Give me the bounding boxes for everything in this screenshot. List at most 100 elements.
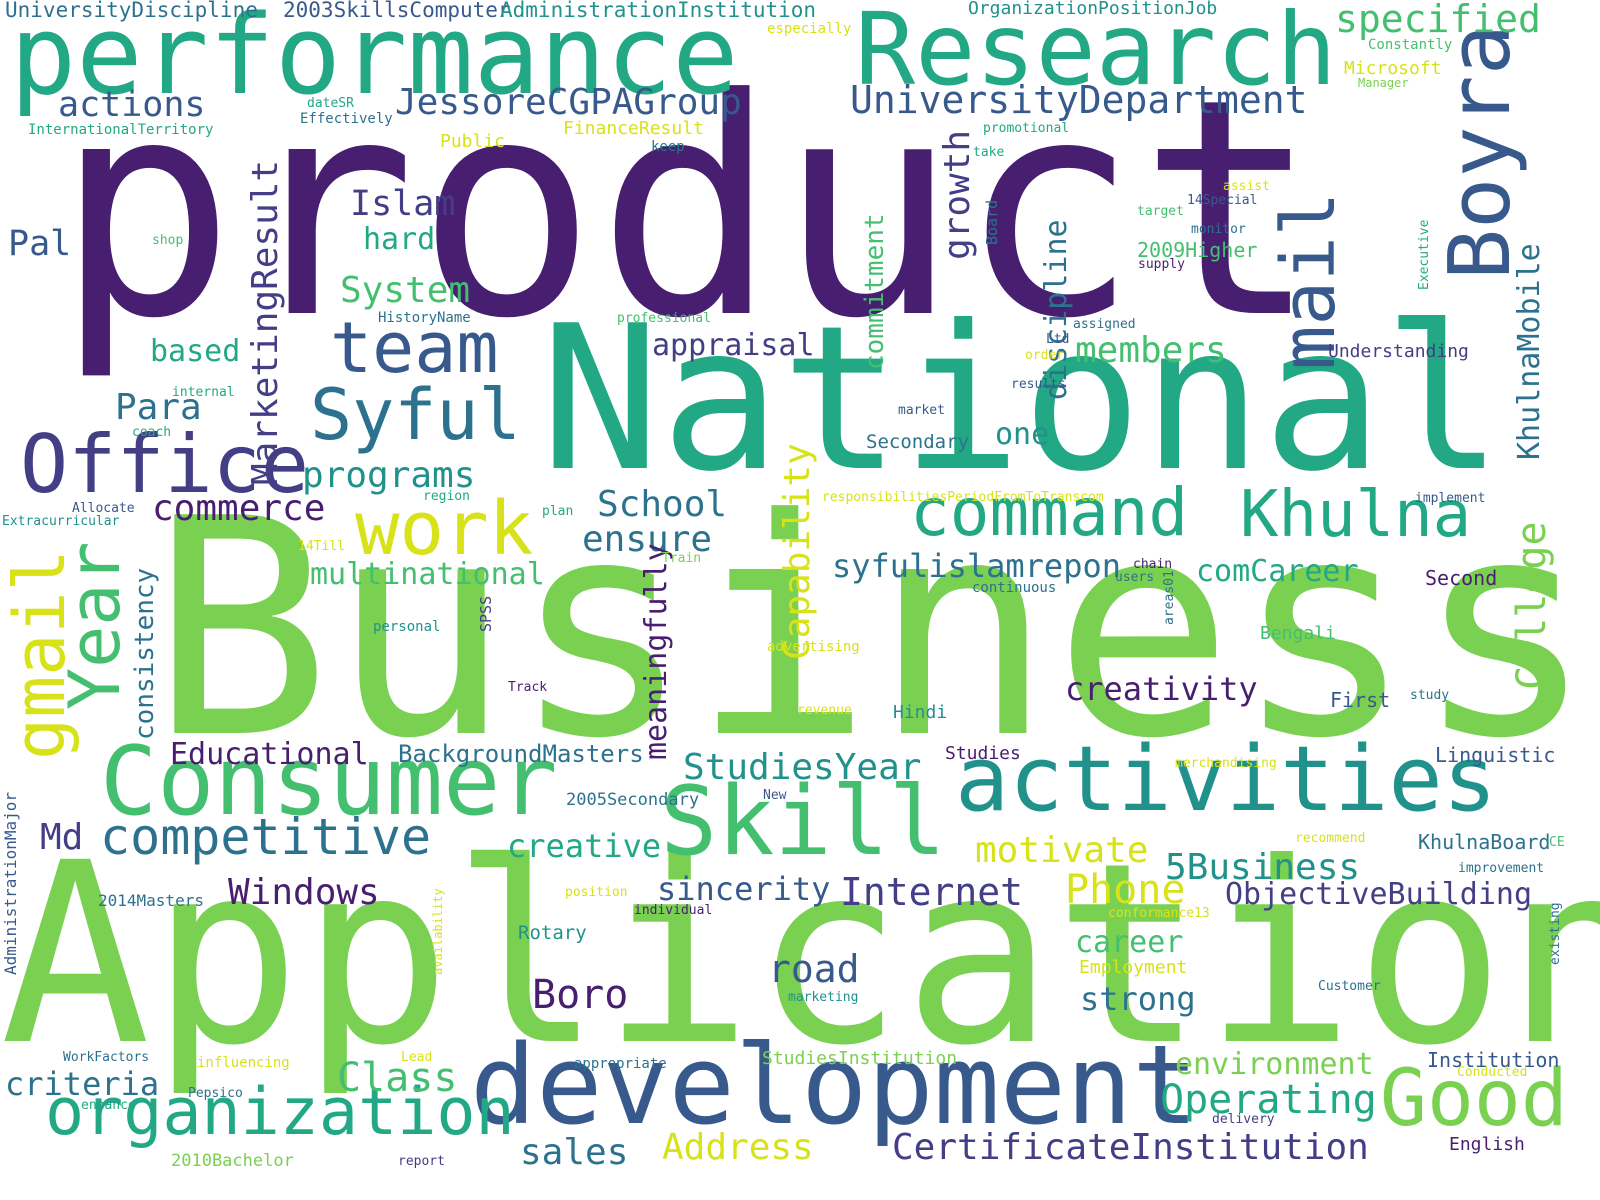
word-effectively: Effectively — [300, 111, 393, 127]
word-keep: keep — [651, 139, 685, 155]
word-actions: actions — [58, 85, 206, 125]
word-environment: environment — [1175, 1047, 1374, 1082]
word-school: School — [597, 484, 728, 525]
word-office: Office — [20, 418, 309, 511]
word-system: System — [340, 270, 471, 311]
word-results: results — [1011, 377, 1066, 392]
word-new: New — [763, 788, 787, 803]
word-boyra: Boyra — [1431, 24, 1530, 280]
word-improvement: improvement — [1458, 861, 1545, 876]
word-areas01: areas01 — [1162, 570, 1177, 625]
word-rotary: Rotary — [518, 922, 587, 944]
word-chain: chain — [1133, 557, 1173, 572]
word-skill: Skill — [660, 767, 946, 877]
word-datesr: dateSR — [307, 96, 354, 111]
word-track: Track — [508, 680, 548, 695]
word-career: career — [1075, 925, 1184, 960]
word-advertising: advertising — [767, 639, 860, 655]
word-criteria: criteria — [5, 1065, 160, 1103]
word-assist: assist — [1223, 179, 1270, 194]
word-command: command — [910, 474, 1189, 551]
word-secondary: Secondary — [866, 431, 969, 453]
word-universitydiscipline: UniversityDiscipline — [5, 0, 258, 22]
word-college: College — [1509, 521, 1555, 690]
word-target: target — [1137, 204, 1184, 219]
word-ce: CE — [1549, 835, 1565, 850]
word-research: Research — [855, 0, 1337, 108]
word-supply: supply — [1138, 257, 1185, 272]
word-2014masters: 2014Masters — [98, 891, 204, 910]
word-14till: 14Till — [298, 539, 345, 554]
word-studies: Studies — [945, 743, 1021, 764]
word-5business: 5Business — [1165, 847, 1361, 888]
word-khulnaboard: KhulnaBoard — [1418, 830, 1551, 854]
word-meaningfully: meaningfully — [639, 543, 674, 760]
word-historyname: HistoryName — [378, 310, 471, 326]
word-board: Board — [983, 199, 1001, 245]
word-appropriate: appropriate — [574, 1056, 667, 1072]
word-jessorecgpagroup: JessoreCGPAGroup — [395, 82, 742, 123]
word-development: development — [470, 1021, 1199, 1149]
word-road: road — [768, 947, 860, 991]
word-first: First — [1330, 688, 1391, 712]
word-workfactors: WorkFactors — [63, 1050, 150, 1065]
word-hindi: Hindi — [893, 702, 948, 723]
word-organizationpositionjob: OrganizationPositionJob — [968, 0, 1218, 19]
word-coach: coach — [132, 425, 172, 440]
word-existing: existing — [1548, 902, 1563, 965]
word-sincerity: sincerity — [657, 870, 831, 908]
word-marketing: marketing — [788, 990, 859, 1005]
word-2010bachelor: 2010Bachelor — [171, 1151, 294, 1171]
word-region: region — [423, 489, 470, 504]
word-financeresult: FinanceResult — [563, 118, 704, 139]
word-objectivebuilding: ObjectiveBuilding — [1225, 877, 1533, 912]
word-shop: shop — [152, 233, 184, 248]
word-train: Train — [662, 551, 702, 566]
word-internet: Internet — [840, 870, 1024, 914]
word-windows: Windows — [228, 872, 380, 913]
word-strong: strong — [1080, 980, 1196, 1018]
word-discipline: discipline — [1039, 219, 1074, 400]
word-growth: growth — [937, 129, 978, 260]
word-internationalterritory: InternationalTerritory — [28, 122, 214, 138]
word-appraisal: appraisal — [652, 328, 815, 363]
word-commitment: commitment — [860, 213, 890, 370]
word-enhance: enhance — [81, 1098, 136, 1113]
word-product: product — [55, 35, 1320, 384]
word-work: work — [355, 486, 534, 572]
word-para: Para — [115, 387, 202, 428]
word-capability: Capability — [777, 443, 818, 660]
word-creativity: creativity — [1065, 670, 1258, 708]
word-position: position — [565, 885, 628, 900]
word-influencing: influencing — [197, 1055, 290, 1071]
word-especially: especially — [767, 21, 852, 37]
word-extracurricular: Extracurricular — [2, 514, 120, 529]
word-delivery: delivery — [1212, 1112, 1275, 1127]
word-specified: specified — [1335, 0, 1541, 41]
word-responsibilitiesperiod: responsibilitiesPeriodFromToTranscom — [822, 490, 1104, 505]
word-users: users — [1115, 570, 1155, 585]
word-personal: personal — [373, 619, 441, 635]
word-professional: professional — [617, 311, 711, 326]
word-activities: activities — [955, 727, 1497, 832]
word-marketingresult: MarketingResult — [245, 159, 286, 485]
word-address: Address — [662, 1127, 814, 1168]
word-members: members — [1075, 330, 1227, 371]
word-business: Business — [150, 455, 1595, 804]
word-creative: creative — [507, 827, 662, 865]
word-institution: Institution — [1427, 1048, 1560, 1072]
word-2005secondary: 2005Secondary — [566, 790, 700, 810]
word-take: take — [973, 145, 1005, 160]
word-monitor: monitor — [1191, 222, 1246, 237]
word-merchandising: merchandising — [1175, 756, 1277, 771]
word-programs: programs — [302, 455, 476, 496]
word-individual: individual — [634, 903, 713, 918]
word-order: order — [1025, 348, 1065, 363]
word-year: Year — [54, 541, 136, 710]
word-class: Class — [337, 1055, 458, 1101]
word-14special: 14Special — [1187, 193, 1258, 208]
word-internal: internal — [172, 385, 235, 400]
word-commerce: commerce — [152, 488, 326, 529]
word-manager: Manager — [1358, 76, 1409, 90]
